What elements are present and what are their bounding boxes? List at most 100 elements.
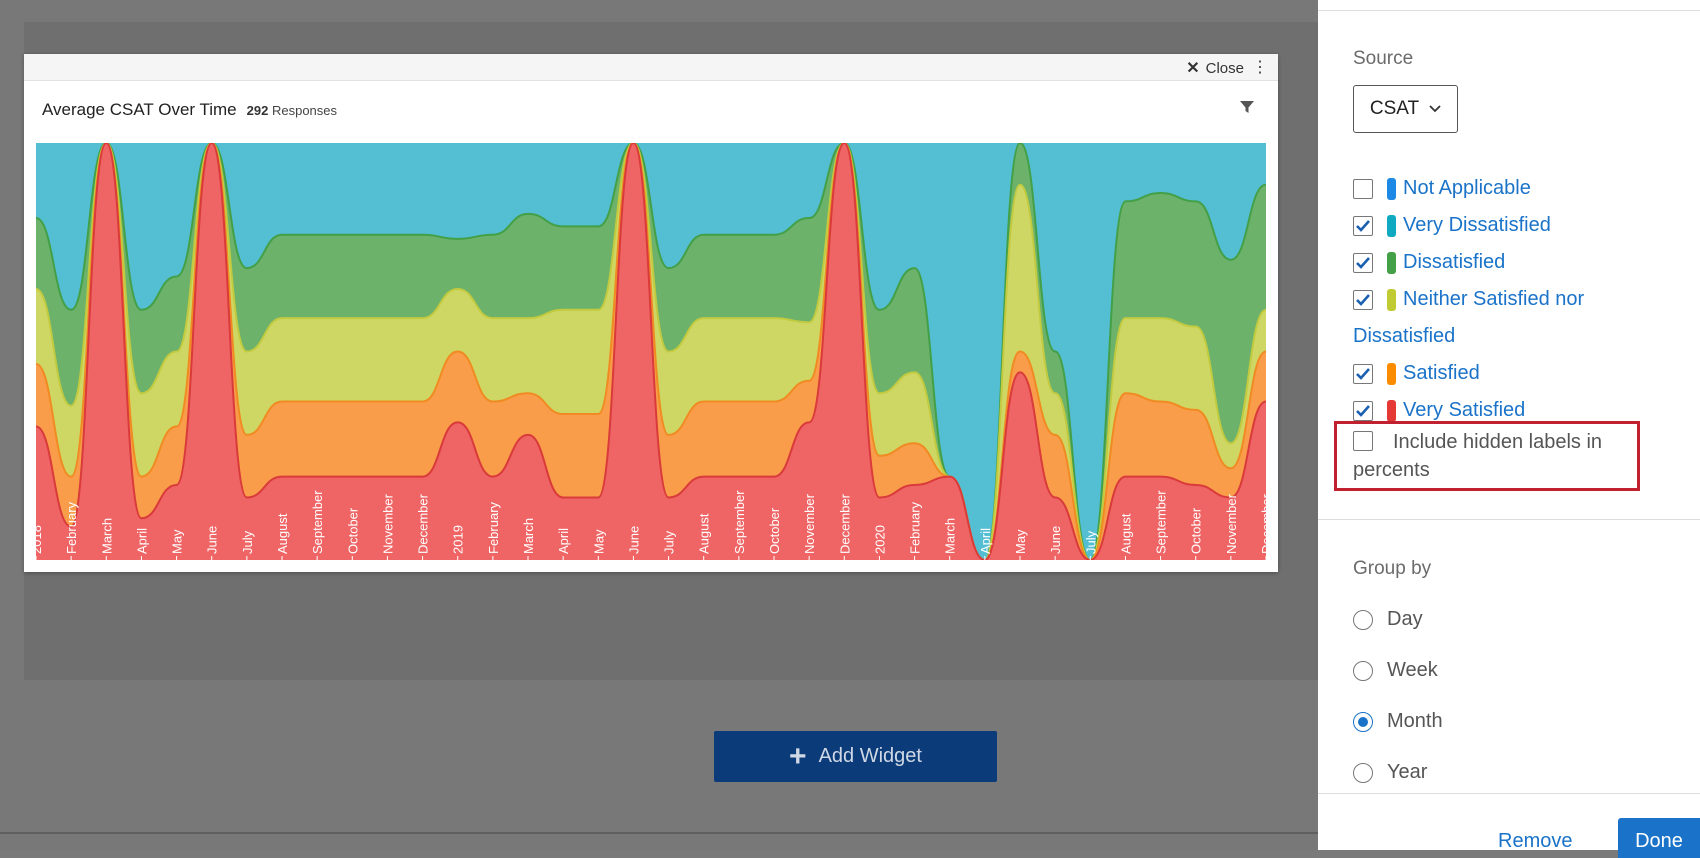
csat-widget: ✕ Close ⋮ Average CSAT Over Time 292 Res… [24, 54, 1278, 572]
x-tick-label: 2019 [451, 525, 466, 554]
source-dropdown[interactable]: CSAT [1353, 85, 1458, 133]
category-color-swatch [1387, 288, 1396, 311]
series-area-very-satisfied [36, 143, 1266, 560]
radio-button[interactable] [1353, 762, 1373, 783]
x-tick-label: February [908, 501, 923, 554]
add-widget-button[interactable]: + Add Widget [714, 731, 997, 782]
x-tick-label: October [345, 507, 360, 554]
response-count: 292 Responses [247, 103, 337, 118]
x-tick-label: October [1189, 507, 1204, 554]
x-tick-label: April [134, 528, 149, 554]
x-tick-label: May [1013, 529, 1028, 554]
category-checkbox[interactable] [1353, 252, 1373, 273]
footer-divider [0, 832, 1318, 834]
x-tick-label: October [767, 507, 782, 554]
x-tick-label: July [1083, 530, 1098, 554]
category-color-swatch [1387, 362, 1396, 385]
checkmark-icon [1356, 293, 1370, 306]
source-label: Source [1353, 48, 1414, 69]
widget-toolbar: ✕ Close ⋮ [24, 54, 1278, 81]
highlight-box [1334, 421, 1640, 491]
x-tick-label: December [1259, 493, 1266, 554]
x-tick-label: March [99, 518, 114, 554]
include-hidden-labels-text: Include hidden labels in percents [1353, 431, 1603, 481]
x-tick-label: November [1224, 493, 1239, 554]
x-tick-label: November [802, 493, 817, 554]
x-tick-label: 2020 [872, 525, 887, 554]
x-tick-label: June [1048, 526, 1063, 554]
category-item[interactable]: Very Dissatisfied [1353, 214, 1551, 237]
x-tick-label: July [240, 530, 255, 554]
panel-top-divider [1318, 10, 1700, 11]
remove-button[interactable]: Remove [1498, 830, 1573, 852]
x-tick-label: April [978, 528, 993, 554]
group-by-option-day[interactable]: Day [1353, 608, 1423, 631]
category-item[interactable]: Dissatisfied [1353, 251, 1505, 274]
source-value: CSAT [1369, 98, 1420, 119]
category-color-swatch [1387, 214, 1396, 237]
category-label: Dissatisfied [1403, 251, 1506, 273]
x-tick-label: June [626, 526, 641, 554]
x-tick-label: September [310, 490, 325, 554]
x-tick-label: December [416, 493, 431, 554]
widget-header: Average CSAT Over Time 292 Responses [42, 100, 337, 120]
category-checkbox[interactable] [1353, 400, 1373, 421]
include-hidden-labels-label: Include hidden labels in percents [1353, 428, 1628, 484]
x-tick-label: December [837, 493, 852, 554]
x-tick-label: September [732, 490, 747, 554]
category-checkbox[interactable] [1353, 178, 1373, 199]
category-label: Satisfied [1403, 362, 1480, 384]
include-hidden-labels-checkbox[interactable] [1353, 431, 1373, 451]
response-count-number: 292 [246, 103, 269, 118]
x-tick-label: August [275, 513, 290, 554]
x-tick-label: July [662, 530, 677, 554]
category-item[interactable]: Neither Satisfied nor [1353, 288, 1584, 311]
checkmark-icon [1356, 256, 1370, 269]
radio-button[interactable] [1353, 711, 1373, 732]
group-by-label: Group by [1353, 558, 1432, 579]
x-tick-label: March [943, 518, 958, 554]
chevron-down-icon [1429, 105, 1441, 113]
close-icon: ✕ [1186, 60, 1200, 77]
series-line-very-satisfied [35, 141, 1267, 562]
x-tick-label: April [556, 528, 571, 554]
category-item[interactable]: Satisfied [1353, 362, 1480, 385]
x-tick-label: 2018 [36, 525, 44, 554]
category-checkbox[interactable] [1353, 215, 1373, 236]
csat-area-chart: 2018 February March April May June July August S… [29, 141, 1274, 562]
chart-svg: 2018 February March April May June July August S… [29, 141, 1274, 562]
widget-settings-panel: Source CSAT Not Applicable Very Dissatisf… [1318, 0, 1700, 858]
x-tick-label: November [380, 493, 395, 554]
done-button[interactable]: Done [1618, 818, 1700, 858]
radio-button[interactable] [1353, 660, 1373, 681]
x-tick-label: June [205, 526, 220, 554]
x-tick-label: February [486, 501, 501, 554]
group-by-option-year[interactable]: Year [1353, 761, 1427, 784]
x-tick-label: May [170, 529, 185, 554]
checkmark-icon [1356, 219, 1370, 232]
checkmark-icon [1356, 404, 1370, 417]
more-options-icon[interactable]: ⋮ [1252, 59, 1268, 76]
filter-icon[interactable] [1240, 100, 1254, 119]
close-widget-button[interactable]: ✕ Close [1186, 58, 1244, 78]
response-count-label: Responses [271, 103, 338, 118]
x-tick-label: August [1118, 513, 1133, 554]
widget-title: Average CSAT Over Time [42, 100, 237, 119]
category-label: Neither Satisfied nor [1403, 288, 1585, 310]
category-item[interactable]: Very Satisfied [1353, 399, 1525, 422]
category-checkbox[interactable] [1353, 363, 1373, 384]
radio-button[interactable] [1353, 609, 1373, 630]
group-by-option-label: Month [1387, 710, 1443, 732]
category-checkbox[interactable] [1353, 289, 1373, 310]
group-by-option-week[interactable]: Week [1353, 659, 1438, 682]
x-tick-label: September [1154, 490, 1169, 554]
x-tick-label: August [697, 513, 712, 554]
radio-selected-dot [1358, 716, 1368, 727]
category-item[interactable]: Not Applicable [1353, 177, 1531, 200]
category-color-swatch [1387, 177, 1396, 200]
close-label: Close [1205, 59, 1244, 77]
category-color-swatch [1387, 399, 1396, 422]
x-tick-label: March [521, 518, 536, 554]
group-by-option-label: Day [1387, 608, 1423, 630]
group-by-option-month[interactable]: Month [1353, 710, 1443, 733]
